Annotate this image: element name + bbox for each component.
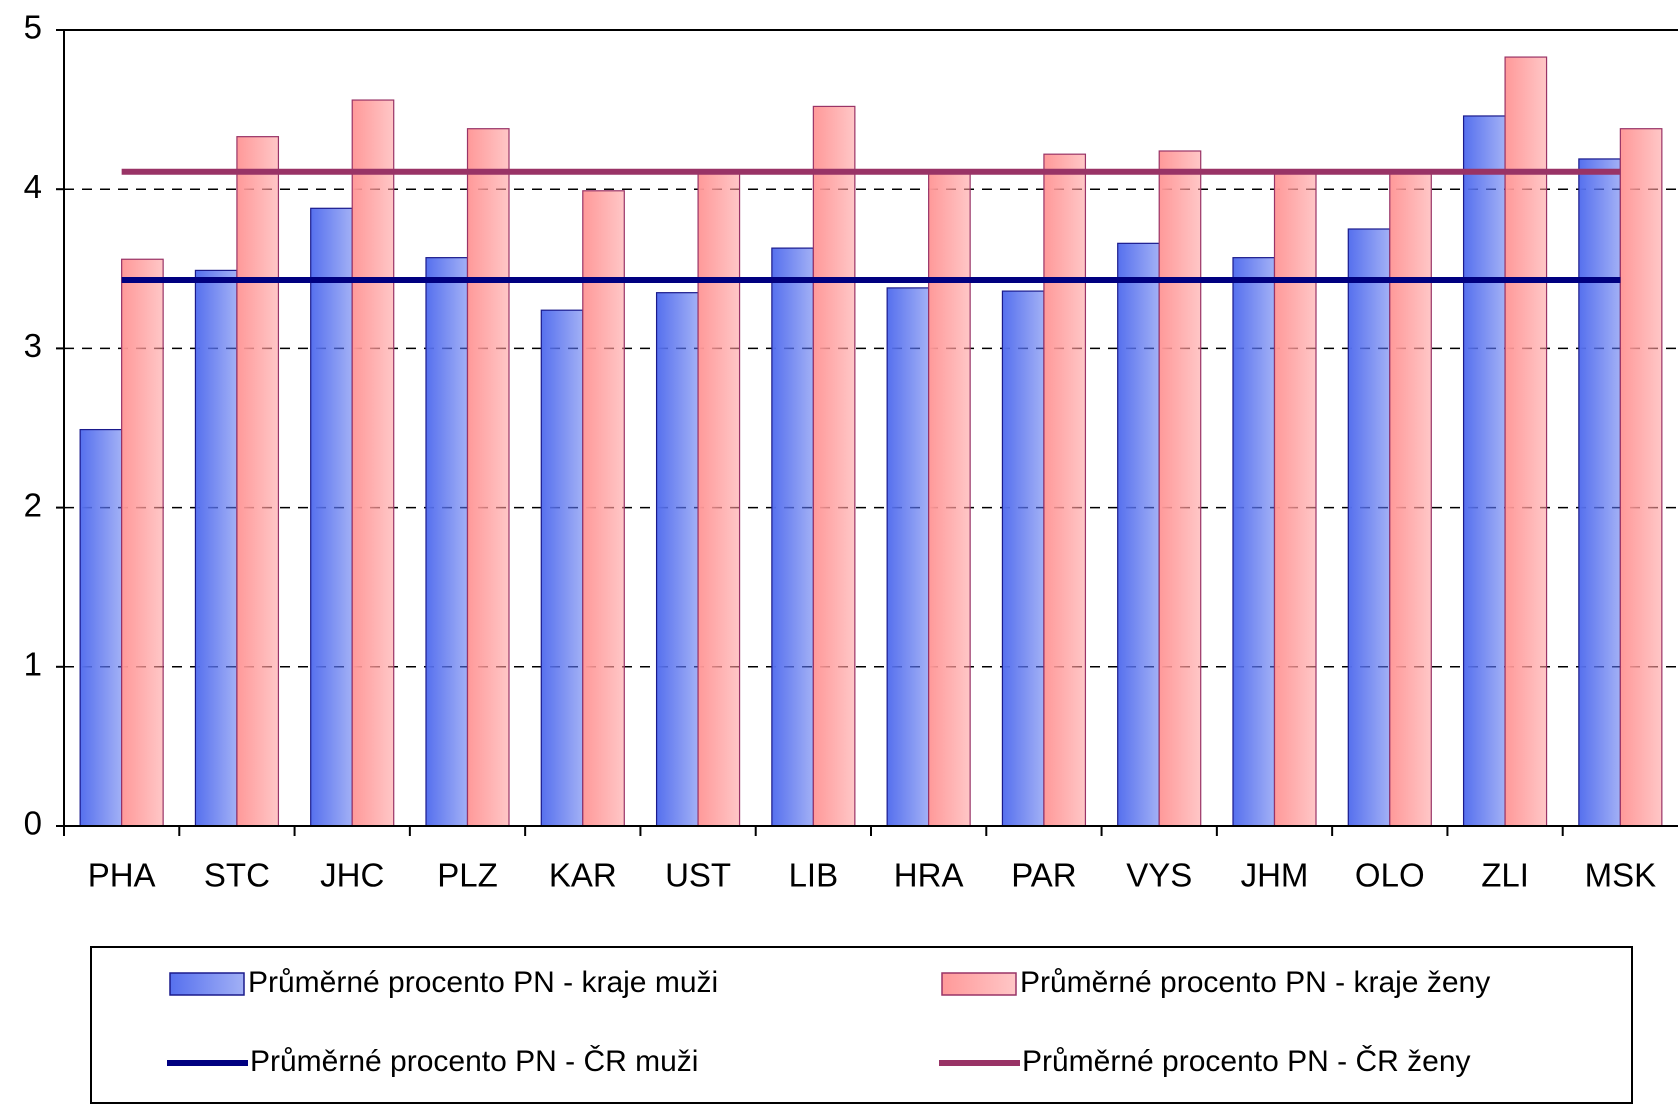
bar [697, 171, 741, 827]
bar [1389, 171, 1432, 827]
bar [1578, 158, 1621, 827]
bar [1158, 150, 1202, 827]
y-tick-label: 5 [24, 9, 42, 46]
bar [1273, 171, 1317, 827]
x-tick-label: JHC [320, 857, 384, 894]
bar [812, 105, 856, 827]
legend-swatch [169, 972, 245, 996]
x-tick-label: LIB [789, 857, 839, 894]
bar [1462, 115, 1506, 827]
x-tick-label: PLZ [437, 857, 498, 894]
legend-label: Průměrné procento PN - ČR ženy [1022, 1044, 1471, 1078]
x-tick-label: VYS [1126, 857, 1192, 894]
bar [1619, 128, 1663, 827]
bar [1347, 228, 1391, 827]
x-tick-label: PAR [1011, 857, 1076, 894]
bar [194, 269, 238, 827]
x-tick-label: MSK [1585, 857, 1657, 894]
bar [886, 287, 930, 827]
y-tick-label: 0 [24, 805, 42, 842]
y-tick-label: 1 [24, 646, 42, 683]
bar [79, 428, 123, 827]
y-tick-label: 3 [24, 327, 42, 364]
bar [582, 190, 625, 827]
x-tick-label: UST [665, 857, 731, 894]
legend-label: Průměrné procento PN - kraje ženy [1020, 966, 1490, 999]
y-tick-label: 2 [24, 486, 42, 523]
bar [1504, 56, 1548, 827]
x-tick-label: JHM [1241, 857, 1309, 894]
bar [310, 207, 353, 827]
bar [1232, 257, 1276, 827]
bar [236, 136, 280, 827]
legend-swatch [941, 972, 1017, 996]
x-tick-label: KAR [549, 857, 617, 894]
bar [1117, 242, 1160, 827]
bar [928, 171, 971, 827]
bar [121, 258, 164, 827]
y-tick-label: 4 [24, 168, 42, 205]
bar [1043, 153, 1087, 827]
bar [540, 309, 584, 827]
x-tick-label: OLO [1355, 857, 1425, 894]
x-tick-label: HRA [894, 857, 964, 894]
x-tick-label: PHA [88, 857, 156, 894]
x-tick-label: ZLI [1481, 857, 1529, 894]
legend-label: Průměrné procento PN - ČR muži [250, 1044, 698, 1078]
bar [771, 247, 814, 827]
bar [1001, 290, 1045, 827]
bar [425, 257, 469, 827]
legend-box [90, 946, 1633, 1104]
legend-label: Průměrné procento PN - kraje muži [248, 966, 718, 999]
bar [655, 292, 699, 827]
x-tick-label: STC [204, 857, 270, 894]
bar [466, 128, 510, 827]
bar [351, 99, 395, 827]
